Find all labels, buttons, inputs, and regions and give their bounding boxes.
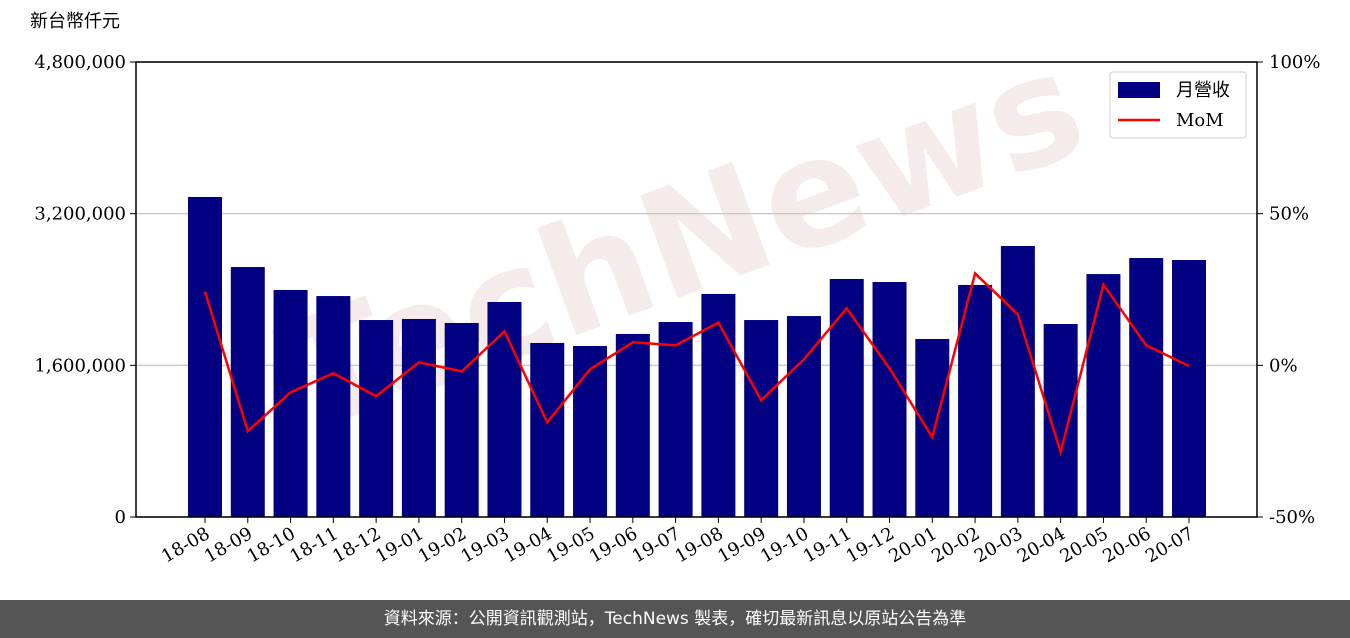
bar — [444, 322, 479, 517]
x-tick-label: 19-11 — [800, 523, 855, 567]
x-tick-label: 20-04 — [1014, 523, 1069, 567]
x-tick-label: 19-06 — [586, 523, 641, 567]
x-tick-label: 18-10 — [244, 523, 299, 567]
x-tick-label: 19-09 — [714, 523, 769, 567]
bar — [188, 196, 222, 517]
y2-tick-label: -50% — [1269, 507, 1315, 528]
y-axis-label: 新台幣仟元 — [30, 11, 120, 32]
plot-frame — [135, 61, 1258, 518]
bar — [487, 302, 522, 517]
bar — [1172, 260, 1206, 517]
x-tick-label: 19-01 — [372, 523, 427, 567]
bar — [958, 284, 993, 517]
x-tick-label: 20-06 — [1099, 523, 1154, 567]
x-tick-label: 19-08 — [671, 523, 726, 567]
x-tick-label: 19-02 — [415, 523, 470, 567]
bar — [1086, 274, 1121, 517]
x-tick-label: 20-02 — [928, 523, 983, 567]
bar — [316, 296, 351, 517]
x-tick-label: 20-01 — [885, 523, 940, 567]
x-tick-label: 19-05 — [543, 523, 598, 567]
bar — [1043, 324, 1078, 517]
bar — [401, 318, 436, 517]
y2-tick-label: 100% — [1269, 52, 1320, 73]
y-tick-label: 4,800,000 — [34, 52, 126, 73]
y-tick-label: 1,600,000 — [34, 355, 126, 376]
bar — [701, 293, 736, 517]
x-tick-label: 19-07 — [629, 523, 684, 567]
x-tick-label: 19-03 — [458, 523, 513, 567]
bar — [1000, 245, 1035, 517]
x-tick-label: 18-12 — [329, 523, 384, 567]
bar — [786, 316, 821, 517]
x-tick-label: 20-03 — [971, 523, 1026, 567]
legend-label: 月營收 — [1176, 80, 1230, 101]
x-tick-label: 18-11 — [286, 523, 341, 567]
x-tick-label: 19-10 — [757, 523, 812, 567]
x-tick-label: 19-04 — [500, 523, 555, 567]
bar — [829, 278, 864, 517]
y-tick-label: 3,200,000 — [34, 204, 126, 225]
bar — [658, 322, 693, 517]
footer: 資料來源：公開資訊觀測站，TechNews 製表，確切最新訊息以原站公告為準 — [0, 600, 1350, 638]
bar — [915, 338, 950, 517]
bar — [744, 320, 779, 517]
bar — [359, 320, 394, 517]
x-tick-label: 18-09 — [201, 523, 256, 567]
x-tick-label: 20-05 — [1056, 523, 1111, 567]
bar — [530, 342, 565, 517]
bar — [1129, 258, 1164, 517]
bar — [573, 345, 608, 517]
x-tick-label: 19-12 — [843, 523, 898, 567]
bar — [615, 333, 650, 517]
bar — [872, 282, 907, 517]
x-tick-label: 18-08 — [158, 523, 213, 567]
x-tick-label: 20-07 — [1142, 523, 1197, 567]
y2-tick-label: 0% — [1269, 355, 1298, 376]
y-tick-label: 0 — [115, 507, 126, 528]
line — [203, 271, 1190, 457]
y2-tick-label: 50% — [1269, 204, 1309, 225]
legend-label: MoM — [1176, 110, 1224, 131]
legend-swatch — [1118, 82, 1160, 98]
chart: 新台幣仟元 TechNews 01,600,0003,200,0004,800,… — [30, 11, 1320, 567]
